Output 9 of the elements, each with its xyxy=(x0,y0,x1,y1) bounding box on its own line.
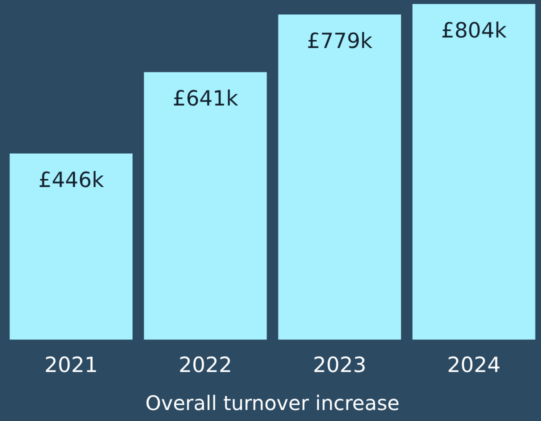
x-tick-label: 2024 xyxy=(447,352,501,377)
x-tick-label: 2021 xyxy=(44,352,98,377)
data-label: £779k xyxy=(306,28,374,53)
data-label: £641k xyxy=(172,86,240,111)
x-tick-label: 2023 xyxy=(312,352,366,377)
text: Overall turnover increase xyxy=(145,391,400,416)
data-label: £446k xyxy=(38,168,105,192)
x-tick-label: 2022 xyxy=(178,352,232,377)
data-label: £804k xyxy=(441,18,508,42)
